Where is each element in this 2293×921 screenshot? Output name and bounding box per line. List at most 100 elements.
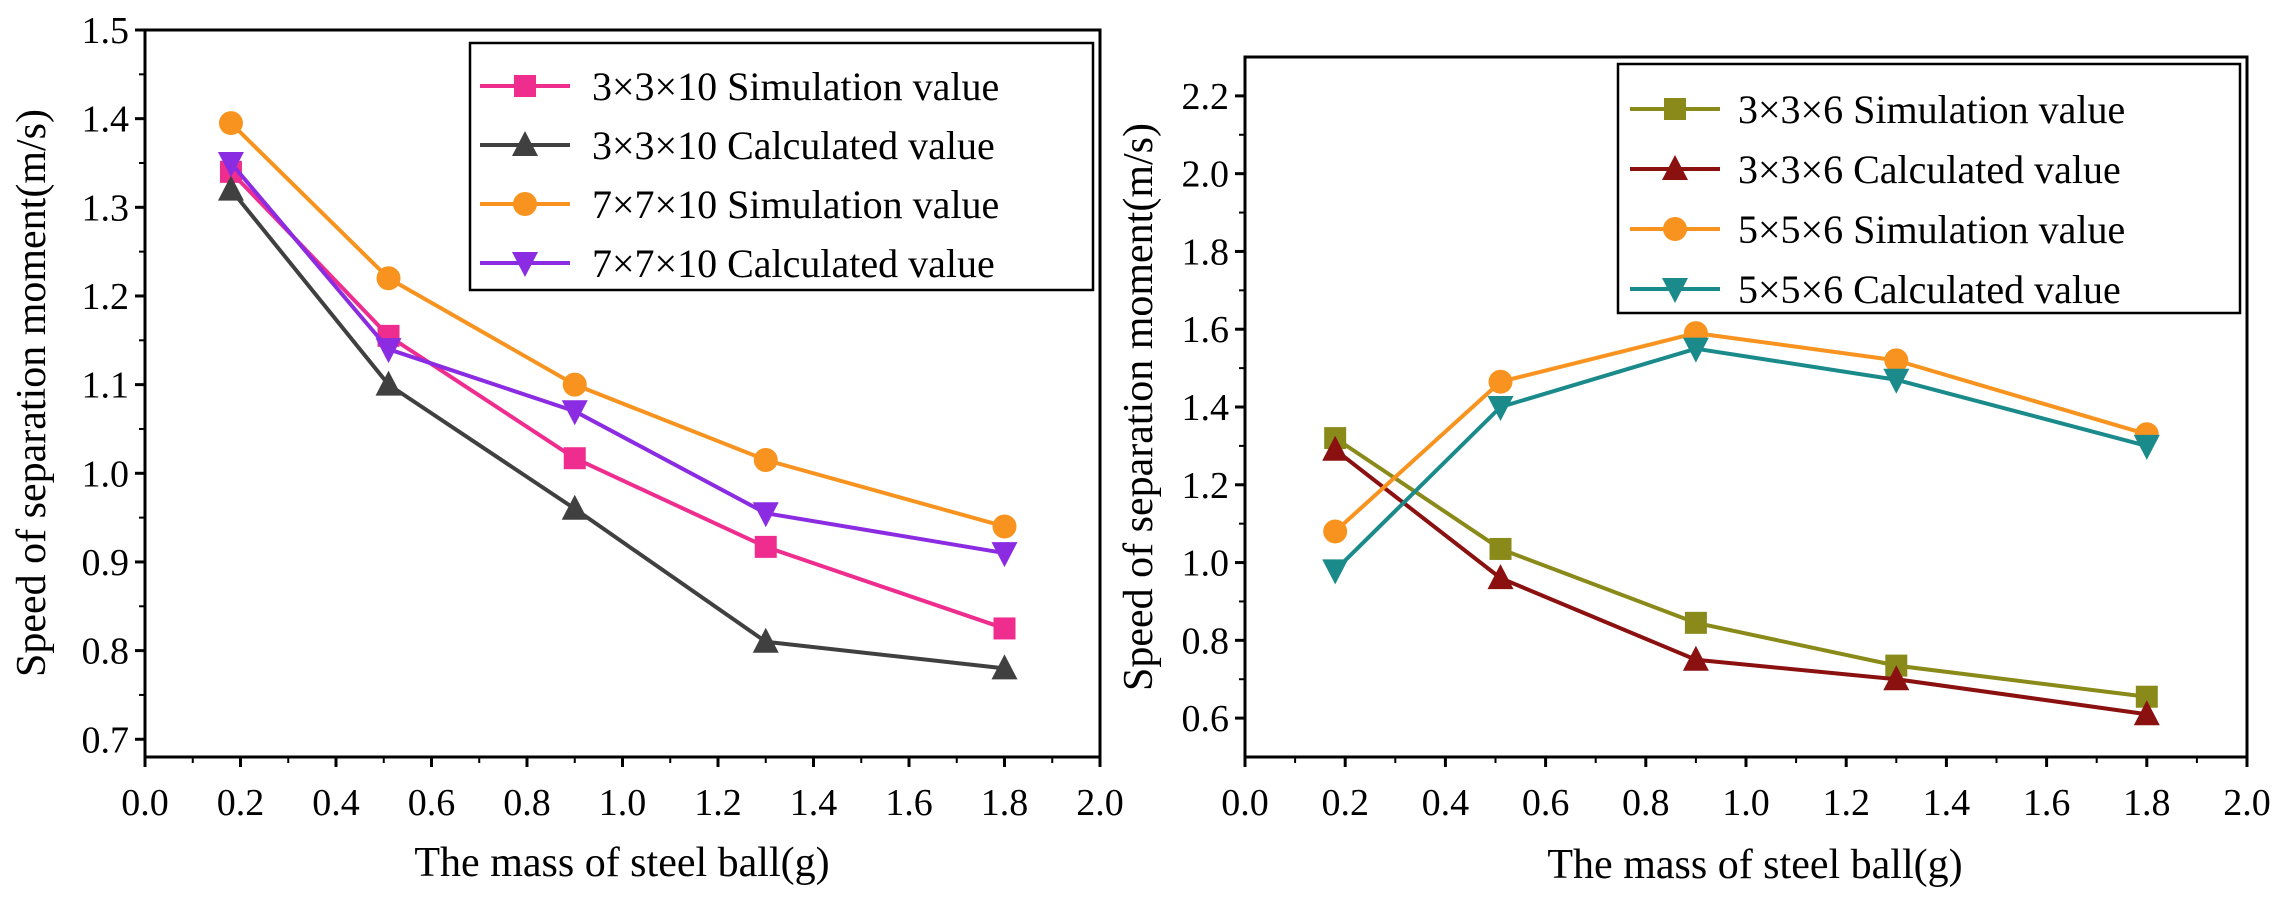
left-series-3-point: [753, 447, 778, 472]
right-series-2-point: [1322, 435, 1349, 461]
right-legend-marker-1: [1664, 98, 1686, 120]
right-chart: 0.0 0.2 0.4 0.6 0.8 1.0 1.2 1.4 1.6 1.8 2.0 0.6 0.8 1…: [1116, 55, 2271, 888]
left-y-tick-label: 1.4: [82, 99, 130, 141]
right-y-tick-label: 2.0: [1182, 154, 1230, 196]
right-legend-label-3: 5×5×6 Simulation value: [1738, 207, 2125, 252]
right-y-tick-label: 2.2: [1182, 76, 1230, 118]
left-series-3-point: [562, 372, 587, 397]
left-series-3-point: [992, 514, 1017, 539]
left-legend-label-3: 7×7×10 Simulation value: [592, 182, 999, 227]
right-y-tick-label: 1.0: [1182, 543, 1230, 585]
right-y-tick-label: 0.6: [1182, 698, 1230, 740]
left-x-tick-label: 1.2: [694, 782, 742, 824]
right-x-tick-label: 1.4: [1923, 782, 1971, 824]
right-x-axis-title: The mass of steel ball(g): [1547, 842, 1962, 888]
left-series-4-point: [752, 502, 779, 528]
right-legend-marker-2: [1662, 155, 1688, 180]
left-y-tick-label: 0.9: [82, 542, 130, 584]
right-legend-label-1: 3×3×6 Simulation value: [1738, 87, 2125, 132]
left-legend-label-4: 7×7×10 Calculated value: [592, 241, 995, 286]
right-legend-marker-3: [1663, 217, 1687, 241]
left-legend-marker-4: [512, 252, 538, 277]
left-legend-label-2: 3×3×10 Calculated value: [592, 123, 995, 168]
right-series-3-point: [1323, 519, 1348, 544]
left-series-4-point: [561, 400, 588, 426]
right-y-tick-label: 1.8: [1182, 231, 1230, 273]
right-series-1-point: [1489, 537, 1512, 560]
left-series-1-point: [563, 447, 586, 470]
left-series-3-point: [218, 111, 243, 136]
right-series-2-point: [2133, 700, 2160, 726]
right-series-3-point: [1488, 369, 1513, 394]
left-x-tick-label: 1.4: [790, 782, 838, 824]
left-series-2-point: [217, 175, 244, 201]
right-series-4-point: [1487, 396, 1514, 421]
right-legend-label-4: 5×5×6 Calculated value: [1738, 267, 2121, 312]
left-y-tick-label: 0.7: [82, 719, 130, 761]
right-series-4-point: [1883, 368, 1910, 394]
left-y-tick-label: 0.8: [82, 631, 130, 673]
left-y-tick-label: 1.0: [82, 453, 130, 495]
right-legend-marker-4: [1662, 278, 1688, 303]
right-series-2-point: [1487, 564, 1514, 590]
right-x-tick-label: 1.6: [2023, 782, 2071, 824]
left-legend-marker-2: [512, 131, 538, 156]
right-series-4-point: [2133, 434, 2160, 460]
right-x-tick-label: 0.6: [1522, 782, 1570, 824]
left-x-axis-title: The mass of steel ball(g): [414, 840, 829, 886]
right-series-1-point: [2135, 685, 2158, 708]
right-series-2-line: [1333, 448, 2148, 717]
right-series-4-point: [1322, 559, 1349, 585]
right-x-tick-label: 1.2: [1822, 782, 1870, 824]
left-x-tick-label: 0.4: [312, 782, 360, 824]
left-y-axis-title: Speed of separation moment(m/s): [9, 109, 55, 677]
left-y-tick-label: 1.5: [82, 10, 130, 52]
left-series-1-point: [993, 617, 1016, 640]
left-series-4-point: [375, 338, 402, 364]
right-y-tick-label: 1.2: [1182, 465, 1230, 507]
right-series-2-point: [1883, 665, 1910, 691]
left-x-tick-label: 0.2: [217, 782, 265, 824]
right-x-tick-label: 1.0: [1722, 782, 1770, 824]
right-x-tick-label: 0.0: [1221, 782, 1269, 824]
left-x-tick-label: 2.0: [1076, 782, 1124, 824]
right-x-tick-label: 2.0: [2223, 782, 2271, 824]
right-legend-box: [1616, 62, 2242, 315]
left-legend-label-1: 3×3×10 Simulation value: [592, 64, 999, 109]
left-legend-box: [468, 41, 1095, 292]
right-series-3-line: [1333, 331, 2148, 533]
left-legend-marker-3: [513, 192, 537, 216]
right-series-3-point: [1884, 348, 1909, 373]
right-y-tick-label: 1.6: [1182, 309, 1230, 351]
left-series-4-point: [217, 151, 244, 177]
left-series-2-point: [991, 654, 1018, 680]
left-y-tick-label: 1.3: [82, 187, 130, 229]
left-series-2-point: [375, 370, 402, 396]
left-x-tick-label: 1.0: [599, 782, 647, 824]
left-legend-marker-1: [514, 75, 536, 97]
left-series-2-point: [752, 627, 779, 653]
right-x-tick-label: 1.8: [2123, 782, 2171, 824]
left-x-tick-label: 1.6: [885, 782, 933, 824]
left-x-tick-label: 0.8: [503, 782, 551, 824]
right-series-4-point: [1682, 337, 1709, 363]
right-x-tick-label: 0.4: [1422, 782, 1470, 824]
right-legend-label-2: 3×3×6 Calculated value: [1738, 147, 2121, 192]
right-series-2-point: [1682, 645, 1709, 671]
right-y-tick-label: 1.4: [1182, 387, 1230, 429]
left-x-tick-label: 0.6: [408, 782, 456, 824]
left-x-tick-label: 0.0: [121, 782, 169, 824]
left-y-tick-label: 1.1: [82, 365, 130, 407]
right-series-1-line: [1334, 436, 2148, 699]
left-y-tick-label: 1.2: [82, 276, 130, 318]
left-series-3-point: [376, 266, 401, 291]
right-x-tick-label: 0.8: [1622, 782, 1670, 824]
right-y-axis-title: Speed of separation moment(m/s): [1116, 123, 1162, 691]
right-y-tick-label: 0.8: [1182, 620, 1230, 662]
right-series-1-point: [1684, 611, 1707, 634]
left-series-2-point: [561, 494, 588, 520]
left-chart: 0.0 0.2 0.4 0.6 0.8 1.0 1.2 1.4 1.6 1.8 2.0 0.7 0.8 0…: [9, 10, 1124, 886]
right-x-tick-label: 0.2: [1321, 782, 1369, 824]
left-series-4-point: [991, 542, 1018, 568]
